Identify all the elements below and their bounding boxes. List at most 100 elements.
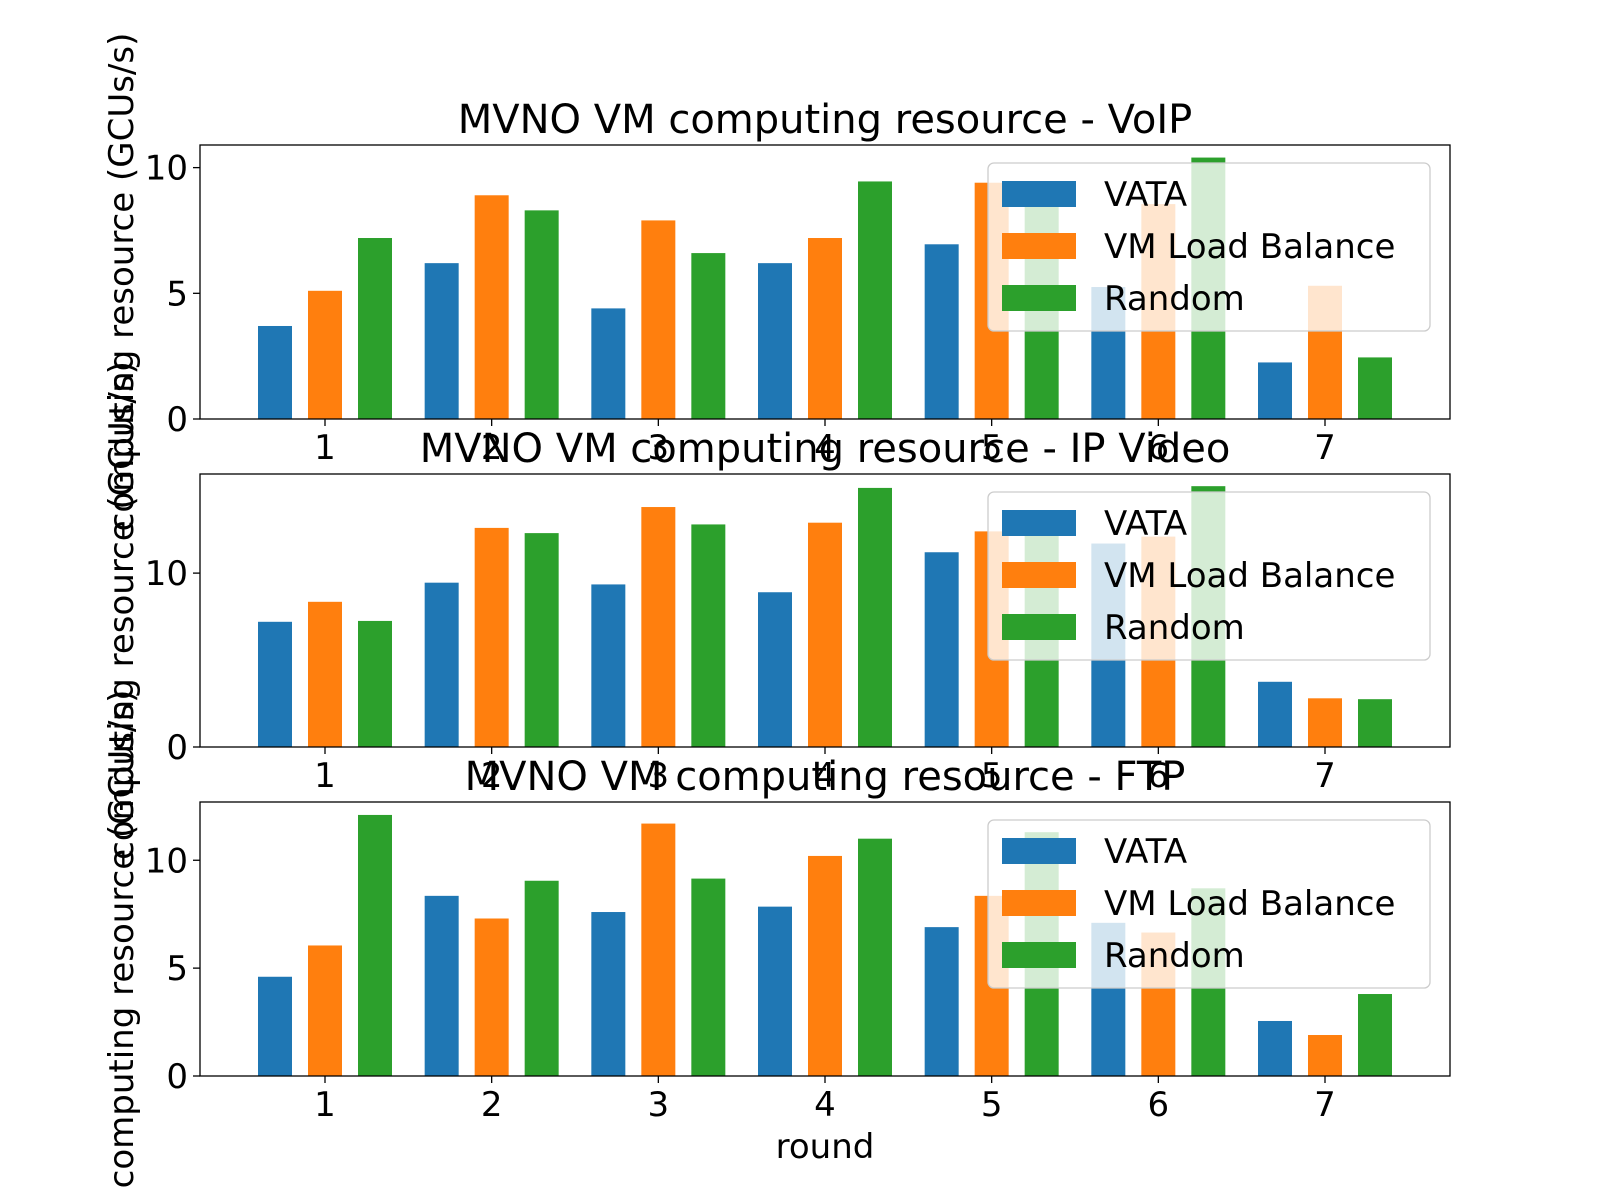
bar-vm-load-balance-round-3 [641,220,676,419]
bar-vata-round-5 [924,244,959,419]
legend-box [987,491,1431,661]
x-tick-label: 2 [481,756,503,796]
x-tick-label: 3 [648,1085,670,1125]
x-tick-label: 4 [814,1085,836,1125]
bar-random-round-7 [1358,994,1392,1076]
bar-vata-round-7 [1258,1020,1292,1076]
legend-label: VATA [1104,175,1187,215]
legend-swatch-vm-load-balance [1002,562,1076,588]
legend-swatch-random [1002,614,1076,640]
bar-vata-round-2 [424,263,459,419]
x-tick-label: 1 [314,756,336,796]
bar-vm-load-balance-round-1 [308,290,342,419]
legend-swatch-vata [1002,181,1076,207]
legend: VATA VM Load Balance Random [987,491,1431,661]
bar-random-round-4 [858,487,892,747]
y-axis-label: computing resource (GCUs/s) [102,33,142,532]
bar-vm-load-balance-round-2 [474,918,509,1076]
y-tick-label: 0 [166,400,188,440]
x-tick-label: 7 [1314,428,1336,468]
legend-label: VATA [1104,504,1187,544]
x-tick-label: 3 [648,428,670,468]
legend-swatch-random [1002,285,1076,311]
bar-vata-round-7 [1258,362,1292,419]
x-tick-label: 1 [314,428,336,468]
bar-vm-load-balance-round-2 [474,195,509,419]
x-tick-label: 5 [981,1085,1003,1125]
y-axis-label: computing resource (GCUs/s) [102,690,142,1189]
bar-vm-load-balance-round-4 [808,855,842,1076]
bar-random-round-2 [524,210,559,419]
bar-vata-round-3 [591,912,626,1076]
x-tick-label: 2 [481,428,503,468]
bar-random-round-4 [858,838,892,1076]
bar-vata-round-4 [758,263,792,419]
bar-random-round-3 [691,878,726,1076]
axes-frame [199,801,1451,1077]
y-tick-label: 0 [166,1057,188,1097]
y-tick-label: 10 [145,149,188,189]
y-tick-label: 10 [145,554,188,594]
bar-random-round-7 [1358,699,1392,747]
bar-vm-load-balance-round-1 [308,601,342,747]
y-tick-label: 0 [166,728,188,768]
bar-random-round-2 [524,533,559,747]
legend-label: VM Load Balance [1104,556,1395,596]
x-tick-label: 3 [648,756,670,796]
x-tick-label: 4 [814,756,836,796]
legend-swatch-vata [1002,510,1076,536]
y-tick-label: 5 [166,949,188,989]
bar-vm-load-balance-round-2 [474,527,509,747]
y-tick-label: 5 [166,274,188,314]
x-axis-label: round [776,1127,875,1167]
bar-vata-round-1 [258,976,292,1076]
bar-vm-load-balance-round-7 [1308,1035,1342,1076]
bar-vm-load-balance-round-7 [1308,698,1342,747]
bar-random-round-3 [691,524,726,747]
bar-vm-load-balance-round-4 [808,522,842,747]
legend: VATA VM Load Balance Random [987,162,1431,332]
bar-vata-round-2 [424,895,459,1076]
bar-vata-round-5 [924,552,959,747]
bar-vata-round-4 [758,592,792,747]
bar-vm-load-balance-round-1 [308,945,342,1076]
legend-swatch-vm-load-balance [1002,233,1076,259]
y-axis-label: computing resource (GCUs/s) [102,361,142,860]
chart-title: MVNO VM computing resource - VoIP [458,97,1193,143]
chart-panel-1: 1 2 3 4 5 6 7 0 5 10 MVNO VM computing resource - … [102,33,1451,532]
bar-vm-load-balance-round-3 [641,507,676,747]
chart-title: MVNO VM computing resource - IP Video [420,426,1231,472]
legend-swatch-random [1002,942,1076,968]
x-tick-label: 4 [814,428,836,468]
bar-random-round-1 [358,620,392,747]
bar-vata-round-7 [1258,681,1292,747]
bar-random-round-3 [691,253,726,419]
bar-vata-round-5 [924,927,959,1076]
x-tick-label: 2 [481,1085,503,1125]
x-tick-label: 5 [981,756,1003,796]
bar-random-round-4 [858,181,892,419]
bar-vata-round-3 [591,584,626,747]
bar-vata-round-1 [258,621,292,747]
legend-label: VM Load Balance [1104,884,1395,924]
bar-vm-load-balance-round-3 [641,823,676,1076]
x-tick-label: 5 [981,428,1003,468]
legend-swatch-vm-load-balance [1002,890,1076,916]
x-tick-label: 7 [1314,756,1336,796]
x-tick-label: 6 [1148,1085,1170,1125]
chart-title: MVNO VM computing resource - FTP [465,754,1186,800]
x-tick-label: 6 [1148,428,1170,468]
legend-label: Random [1104,279,1245,319]
bar-random-round-1 [358,238,392,419]
legend-label: VATA [1104,832,1187,872]
bar-random-round-2 [524,880,559,1076]
legend-box [987,819,1431,989]
legend-label: VM Load Balance [1104,227,1395,267]
x-tick-label: 7 [1314,1085,1336,1125]
legend: VATA VM Load Balance Random [987,819,1431,989]
bar-vata-round-1 [258,325,292,419]
bar-vm-load-balance-round-4 [808,238,842,419]
